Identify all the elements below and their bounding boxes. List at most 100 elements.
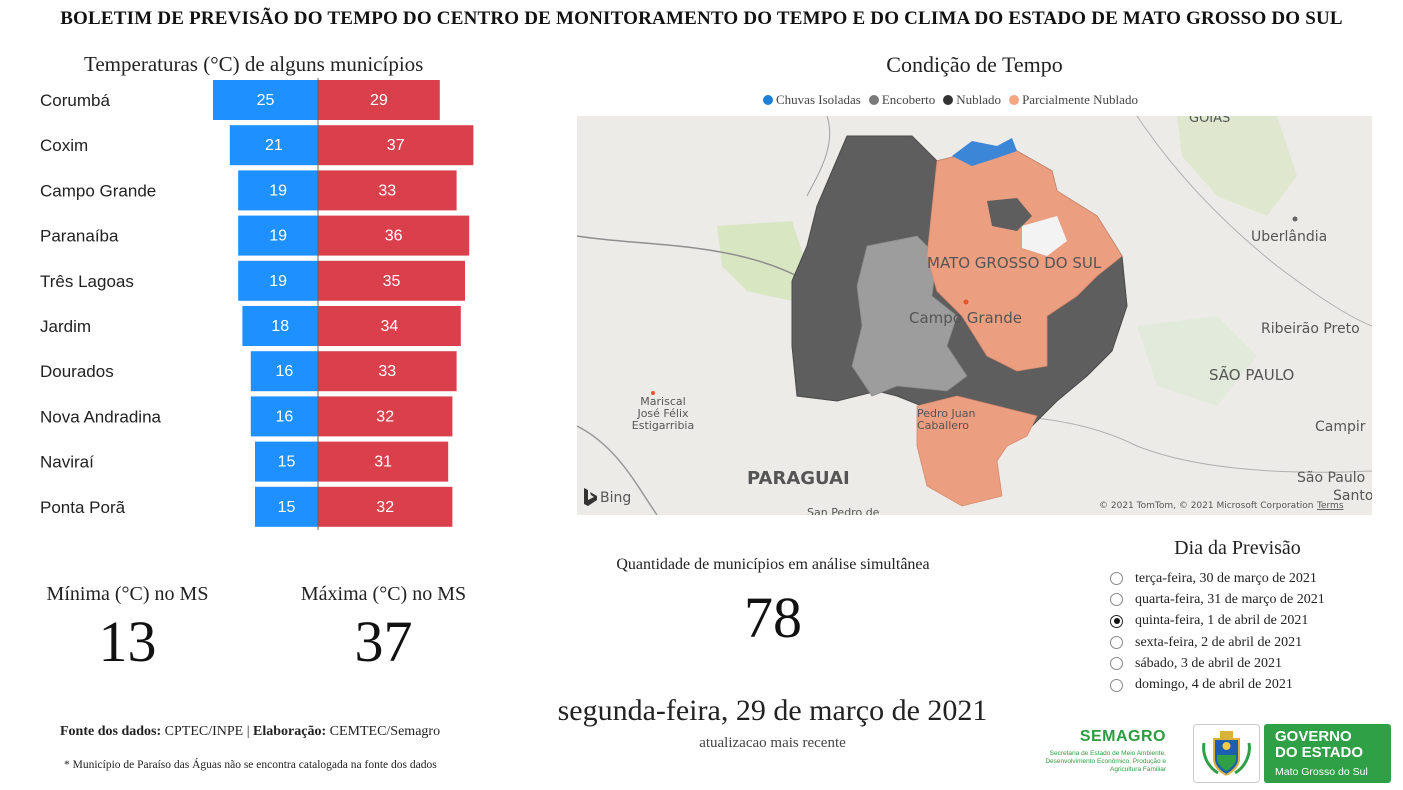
weather-map[interactable]: MATO GROSSO DO SUL Campo Grande PARAGUAI… bbox=[577, 116, 1372, 515]
radio-button[interactable] bbox=[1110, 636, 1123, 650]
temperatures-chart-title: Temperaturas (°C) de alguns municípios bbox=[84, 52, 424, 76]
forecast-day-radio-group: terça-feira, 30 de março de 2021 quarta-… bbox=[1110, 568, 1325, 696]
semagro-logo: SEMAGRO Secretaria de Estado de Meio Amb… bbox=[1032, 726, 1174, 778]
forecast-day-option[interactable]: sexta-feira, 2 de abril de 2021 bbox=[1110, 632, 1325, 653]
min-temperature-value-label: 18 bbox=[271, 318, 289, 335]
legend-item-nublado[interactable]: Nublado bbox=[943, 92, 1001, 108]
max-temperature-bar[interactable] bbox=[318, 260, 465, 301]
legend-item-parcialmente-nublado[interactable]: Parcialmente Nublado bbox=[1009, 92, 1138, 108]
legend-label: Encoberto bbox=[881, 92, 936, 107]
legend-dot-icon bbox=[763, 95, 773, 105]
forecast-day-option[interactable]: quinta-feira, 1 de abril de 2021 bbox=[1110, 611, 1325, 632]
map-border-line bbox=[1136, 116, 1372, 327]
map-label-goias: GOIÁS bbox=[1189, 116, 1230, 126]
max-temperature-value-label: 37 bbox=[387, 137, 405, 154]
min-temperature-bar[interactable] bbox=[242, 306, 318, 346]
government-logo: GOVERNO DO ESTADO Mato Grosso do Sul bbox=[1193, 724, 1391, 783]
forecast-day-option[interactable]: terça-feira, 30 de março de 2021 bbox=[1110, 568, 1325, 589]
map-label-state: MATO GROSSO DO SUL bbox=[927, 254, 1102, 272]
max-temperature-value-label: 36 bbox=[385, 228, 403, 245]
max-temperature-bar[interactable] bbox=[318, 486, 453, 527]
radio-button[interactable] bbox=[1110, 593, 1123, 607]
page-title: BOLETIM DE PREVISÃO DO TEMPO DO CENTRO D… bbox=[60, 8, 1343, 29]
category-label: Jardim bbox=[40, 317, 91, 336]
min-temperature-bar[interactable] bbox=[250, 396, 318, 437]
legend-item-encoberto[interactable]: Encoberto bbox=[868, 92, 936, 108]
max-temperature-value-label: 29 bbox=[370, 92, 388, 109]
min-temperature-bar[interactable] bbox=[229, 125, 318, 166]
update-date-caption: atualizacao mais recente bbox=[699, 735, 846, 751]
forecast-day-option-label: quinta-feira, 1 de abril de 2021 bbox=[1135, 613, 1309, 629]
min-temperature-value-label: 19 bbox=[269, 273, 287, 290]
map-copyright: © 2021 TomTom, © 2021 Microsoft Corporat… bbox=[1099, 501, 1313, 511]
max-temperature-bar[interactable] bbox=[318, 215, 470, 256]
map-green-area bbox=[717, 221, 807, 301]
map-terms-link[interactable]: Terms bbox=[1316, 501, 1344, 511]
bing-logo-icon bbox=[584, 488, 597, 506]
government-logo-line3: Mato Grosso do Sul bbox=[1275, 766, 1368, 778]
data-source-value: CPTEC/INPE bbox=[164, 724, 244, 739]
map-label-santos: Santo bbox=[1333, 488, 1372, 504]
max-temperature-bar[interactable] bbox=[318, 170, 457, 211]
map-label-pedro-juan: Pedro Juan bbox=[917, 407, 975, 420]
map-label-mariscal: Mariscal bbox=[640, 395, 685, 408]
min-temperature-bar[interactable] bbox=[255, 441, 318, 482]
min-temperature-bar[interactable] bbox=[238, 260, 318, 301]
min-temperature-value-label: 25 bbox=[257, 92, 275, 109]
min-temperature-value-label: 15 bbox=[278, 499, 296, 516]
map-label-pedro-juan: Caballero bbox=[917, 419, 969, 432]
min-temperature-bar[interactable] bbox=[255, 486, 318, 527]
radio-button[interactable] bbox=[1110, 572, 1123, 586]
max-temperature-value-label: 31 bbox=[374, 454, 392, 471]
analysis-count-label: Quantidade de municípios em análise simu… bbox=[616, 556, 930, 573]
forecast-day-option[interactable]: sábado, 3 de abril de 2021 bbox=[1110, 653, 1325, 674]
data-source-label: Fonte dos dados: bbox=[60, 724, 162, 739]
max-temperature-bar[interactable] bbox=[318, 396, 453, 437]
category-label: Campo Grande bbox=[40, 181, 156, 200]
map-region-no-data[interactable] bbox=[1022, 216, 1067, 256]
min-temperature-bar[interactable] bbox=[250, 351, 318, 392]
analysis-count-value: 78 bbox=[744, 585, 802, 650]
legend-label: Parcialmente Nublado bbox=[1022, 92, 1138, 107]
elaboration-value: CEMTEC/Semagro bbox=[329, 724, 441, 739]
map-label-mariscal: Estigarribia bbox=[632, 419, 694, 432]
min-temperature-bar[interactable] bbox=[238, 215, 318, 256]
map-label-capital: Campo Grande bbox=[909, 309, 1022, 327]
city-marker-icon bbox=[1292, 216, 1298, 222]
max-temperature-bar[interactable] bbox=[318, 306, 461, 346]
map-label-sao-paulo-city: São Paulo bbox=[1297, 470, 1365, 486]
map-border-line bbox=[577, 425, 658, 515]
forecast-day-option[interactable]: quarta-feira, 31 de março de 2021 bbox=[1110, 589, 1325, 610]
min-temperature-value-label: 16 bbox=[276, 408, 294, 425]
forecast-day-option-label: terça-feira, 30 de março de 2021 bbox=[1135, 570, 1317, 586]
min-temperature-bar[interactable] bbox=[238, 170, 318, 211]
min-temperature-value-label: 15 bbox=[278, 454, 296, 471]
category-label: Dourados bbox=[40, 362, 114, 381]
map-region-parcialmente-nublado-south[interactable] bbox=[916, 395, 1038, 507]
max-temperature-value-label: 33 bbox=[378, 363, 396, 380]
map-label-mariscal: José Félix bbox=[636, 407, 689, 420]
max-temperature-bar[interactable] bbox=[318, 80, 440, 120]
map-region-nublado-island[interactable] bbox=[987, 198, 1032, 231]
forecast-day-option[interactable]: domingo, 4 de abril de 2021 bbox=[1110, 674, 1325, 695]
category-label: Ponta Porã bbox=[40, 498, 126, 517]
map-title: Condição de Tempo bbox=[886, 52, 1063, 77]
min-temperature-value: 13 bbox=[98, 609, 157, 674]
radio-button[interactable] bbox=[1110, 614, 1123, 628]
min-temperature-bar[interactable] bbox=[213, 80, 318, 120]
map-region-chuvas-isoladas[interactable] bbox=[952, 138, 1017, 166]
legend-item-chuvas-isoladas[interactable]: Chuvas Isoladas bbox=[763, 92, 861, 108]
max-temperature-value-label: 34 bbox=[381, 318, 399, 335]
max-temperature-bar[interactable] bbox=[318, 441, 449, 482]
radio-button[interactable] bbox=[1110, 678, 1123, 692]
max-temperature-bar[interactable] bbox=[318, 125, 474, 166]
map-border-line bbox=[577, 235, 798, 277]
max-temperature-label: Máxima (°C) no MS bbox=[300, 583, 467, 605]
max-temperature-card: Máxima (°C) no MS 37 bbox=[286, 583, 481, 675]
forecast-day-option-label: sexta-feira, 2 de abril de 2021 bbox=[1135, 634, 1303, 650]
data-source: Fonte dos dados: CPTEC/INPE | Elaboração… bbox=[60, 724, 440, 740]
legend-dot-icon bbox=[943, 95, 954, 105]
forecast-day-option-label: sábado, 3 de abril de 2021 bbox=[1135, 655, 1282, 671]
radio-button[interactable] bbox=[1110, 657, 1123, 671]
max-temperature-bar[interactable] bbox=[318, 351, 457, 392]
